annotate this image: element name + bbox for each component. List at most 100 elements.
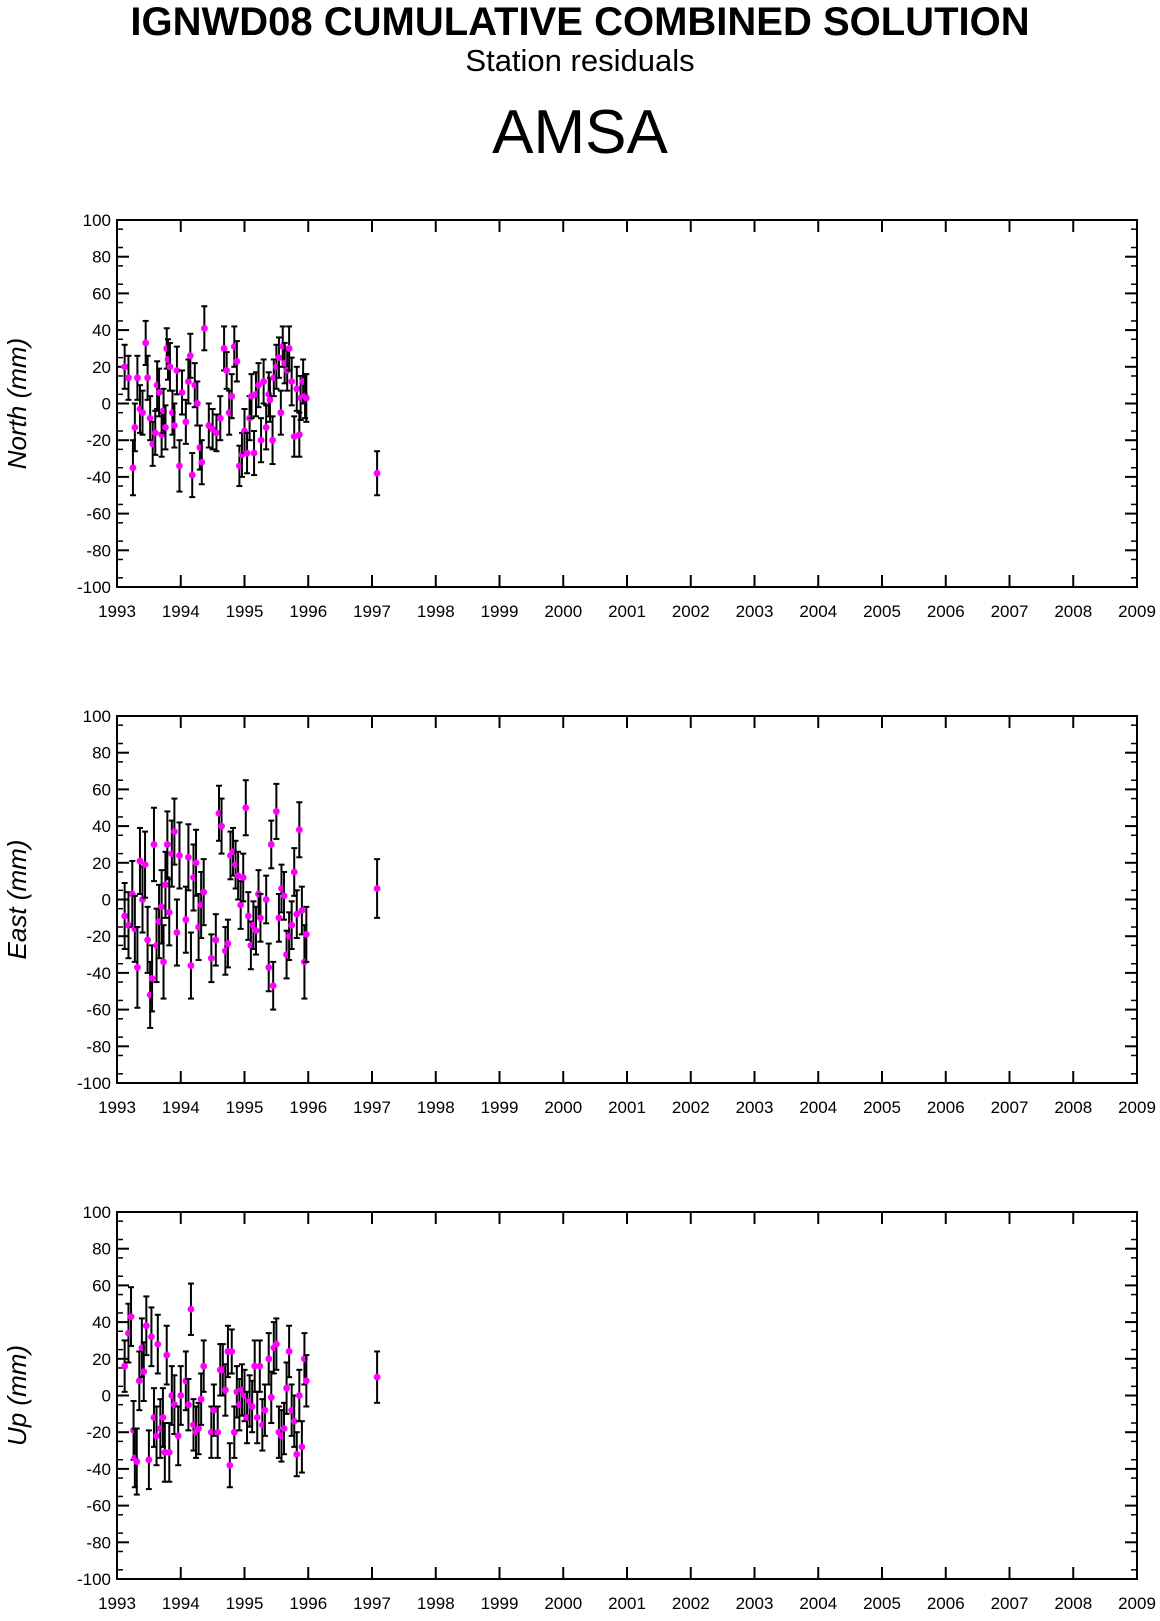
data-point [144, 374, 152, 382]
data-point [224, 940, 232, 947]
y-tick-label: 100 [83, 707, 111, 726]
data-point [146, 414, 154, 422]
data-point [200, 1362, 208, 1370]
x-tick-label: 2004 [799, 602, 837, 621]
x-tick-label: 1994 [162, 602, 200, 621]
data-point [272, 808, 280, 815]
data-point [148, 1333, 155, 1341]
x-tick-label: 2002 [672, 602, 710, 621]
x-tick-label: 1993 [98, 1594, 136, 1613]
data-point [221, 1386, 229, 1394]
data-point [154, 1340, 162, 1348]
y-tick-label: 60 [92, 284, 111, 303]
data-point [265, 1355, 273, 1363]
y-tick-label: -100 [77, 1570, 111, 1589]
data-point [162, 881, 169, 889]
data-point [200, 888, 208, 896]
x-tick-label: 2003 [736, 1098, 774, 1117]
data-point [237, 901, 245, 909]
x-tick-label: 1999 [481, 1594, 519, 1613]
data-point [142, 1322, 150, 1330]
data-point [373, 469, 381, 477]
x-tick-label: 1998 [417, 1594, 455, 1613]
data-point [242, 804, 250, 812]
data-point [155, 389, 163, 396]
x-tick-label: 1998 [417, 1098, 455, 1117]
data-point [269, 982, 277, 990]
x-tick-label: 2002 [672, 1594, 710, 1613]
data-point [267, 841, 275, 848]
data-point [121, 912, 129, 920]
chart-title: IGNWD08 CUMULATIVE COMBINED SOLUTION [130, 0, 1030, 44]
x-tick-label: 2008 [1054, 602, 1092, 621]
data-point [162, 423, 169, 431]
y-tick-label: 80 [92, 1240, 111, 1259]
data-point [239, 874, 247, 881]
data-point [210, 1406, 218, 1414]
data-point [176, 462, 183, 470]
data-point [223, 367, 231, 374]
y-tick-label: 60 [92, 1276, 111, 1295]
y-tick-label: 20 [92, 358, 111, 377]
data-point [257, 436, 265, 444]
x-tick-label: 1996 [289, 1098, 327, 1117]
data-point [302, 930, 310, 938]
data-point [293, 385, 301, 393]
data-point [178, 389, 186, 396]
data-point [144, 936, 152, 944]
data-point [293, 910, 301, 918]
y-tick-label: 20 [92, 854, 111, 873]
x-tick-label: 2007 [991, 1098, 1029, 1117]
data-point [265, 963, 273, 971]
x-tick-label: 2001 [608, 602, 646, 621]
data-point [288, 921, 296, 929]
x-tick-label: 1993 [98, 1098, 136, 1117]
panel-up: 1993 1994 1995 1996 1997 1998 1999 2000 2001 2002… [2, 1203, 1156, 1613]
data-point [185, 378, 192, 385]
x-tick-label: 2009 [1118, 1594, 1156, 1613]
x-tick-label: 2000 [544, 1098, 582, 1117]
data-point [129, 464, 137, 472]
x-tick-label: 2009 [1118, 602, 1156, 621]
data-point [174, 1432, 182, 1440]
data-point [302, 394, 310, 402]
data-point [234, 872, 242, 880]
x-tick-label: 2008 [1054, 1594, 1092, 1613]
y-tick-label: -40 [86, 964, 111, 983]
data-point [280, 1425, 288, 1432]
data-point [148, 975, 156, 982]
x-tick-label: 1996 [289, 1594, 327, 1613]
data-point [252, 927, 260, 935]
x-tick-label: 2007 [991, 1594, 1029, 1613]
data-point [228, 1348, 236, 1355]
data-point [220, 345, 228, 352]
y-tick-label: -20 [86, 927, 111, 946]
y-tick-label: 60 [92, 780, 111, 799]
y-tick-label: 100 [83, 1203, 111, 1222]
y-tick-label: 40 [92, 321, 111, 340]
y-axis-label: Up (mm) [2, 1345, 32, 1446]
data-point [275, 914, 283, 922]
data-point [290, 433, 298, 440]
x-tick-label: 2000 [544, 1594, 582, 1613]
x-tick-label: 2001 [608, 1594, 646, 1613]
x-tick-label: 1999 [481, 1098, 519, 1117]
data-point [218, 822, 225, 830]
data-point [160, 958, 167, 966]
y-tick-label: 80 [92, 248, 111, 267]
data-point [251, 1362, 259, 1370]
x-tick-label: 2003 [736, 1594, 774, 1613]
data-point [257, 914, 264, 922]
data-point [192, 859, 200, 867]
data-point [150, 841, 158, 848]
y-tick-label: -20 [86, 431, 111, 450]
data-point [173, 929, 181, 936]
data-point [151, 429, 159, 437]
data-point [133, 1458, 141, 1465]
x-tick-label: 1997 [353, 602, 391, 621]
data-point [140, 1368, 148, 1376]
x-tick-label: 1997 [353, 1098, 391, 1117]
data-point [188, 471, 196, 479]
data-point [159, 1414, 167, 1421]
